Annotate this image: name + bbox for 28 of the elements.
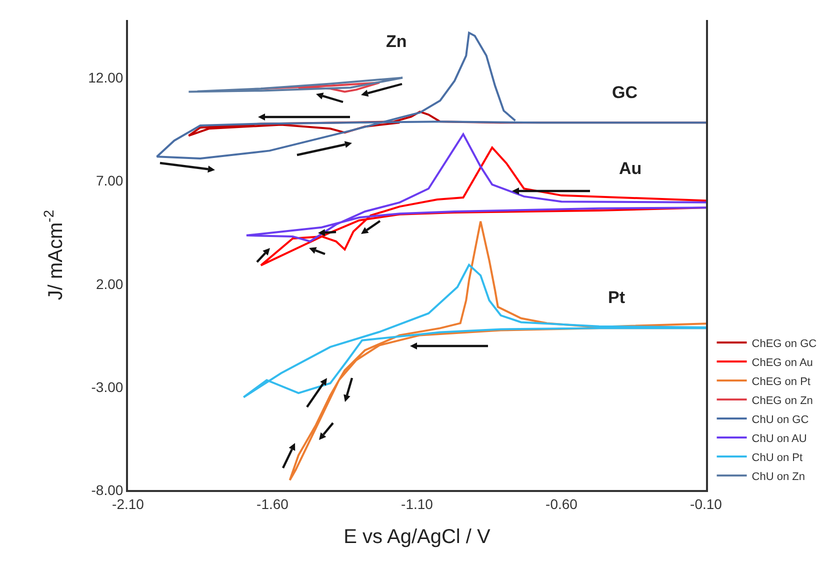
line-series [245,133,706,242]
legend-label: ChEG on GC [752,338,817,350]
line-series [188,76,404,93]
line-series [156,32,706,160]
x-tick-label: -0.10 [690,496,722,512]
annotation: Au [619,159,642,178]
y-tick-label: 7.00 [96,172,124,189]
legend-label: ChEG on Au [752,356,813,369]
legend-label: ChEG on Zn [752,394,813,407]
x-tick-label: -0.60 [546,496,578,512]
annotation: Zn [386,32,407,51]
y-tick-label: 2.00 [96,276,124,292]
x-tick-label: -1.10 [401,496,434,512]
legend-label: ChU on GC [752,414,809,426]
legend-label: ChU on Pt [752,452,803,464]
y-tick-label: 12.00 [88,70,124,86]
legend-label: ChU on AU [752,432,807,445]
y-tick-label: -8.00 [91,482,124,498]
x-tick-label: -2.10 [112,496,144,512]
y-tick-label: -3.00 [91,378,124,395]
legend-label: ChU on Zn [752,470,805,483]
annotation: GC [612,83,638,102]
x-axis-title: E vs Ag/AgCl / V [344,526,492,548]
x-tick-label: -1.60 [256,496,289,512]
line-series [242,264,706,398]
line-series [260,146,706,266]
legend-label: ChEG on Pt [752,376,810,388]
annotation: Pt [608,288,626,307]
